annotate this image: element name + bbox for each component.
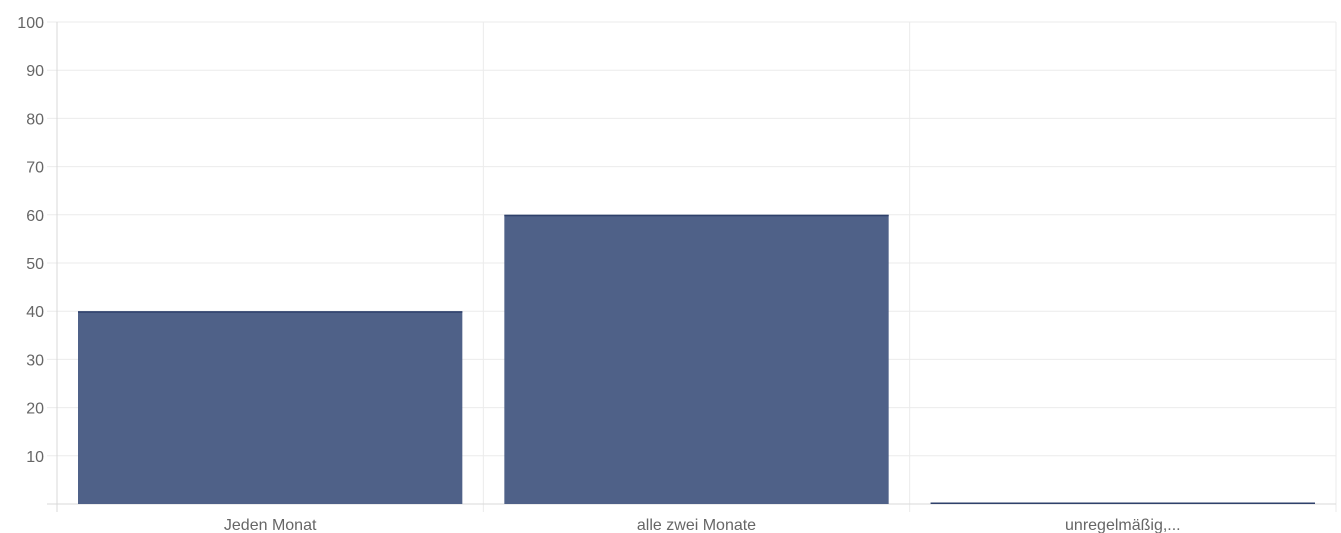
y-tick-label: 90 (26, 63, 44, 80)
x-tick-label: Jeden Monat (224, 517, 317, 533)
y-tick-label: 60 (26, 208, 44, 225)
y-tick-label: 70 (26, 160, 44, 177)
y-tick-label: 80 (26, 111, 44, 128)
bar (504, 214, 889, 505)
y-tick-label: 100 (17, 15, 44, 32)
y-tick-label: 20 (26, 401, 44, 418)
y-tick-label: 10 (26, 449, 44, 466)
bar (78, 311, 463, 504)
x-tick-label: unregelmäßig,... (1065, 517, 1181, 533)
y-tick-label: 50 (26, 256, 44, 273)
y-tick-label: 30 (26, 352, 44, 369)
y-tick-label: 40 (26, 304, 44, 321)
x-tick-label: alle zwei Monate (637, 517, 756, 533)
